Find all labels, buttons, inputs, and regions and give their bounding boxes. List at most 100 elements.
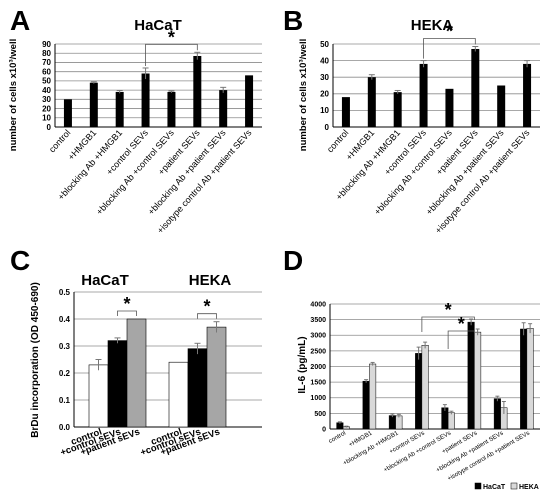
panel-c-group-heka: HEKA <box>189 272 232 289</box>
panel-d-legend: HaCaT HEKA <box>474 482 539 491</box>
panel-c-ytick-label: 0.0 <box>59 423 71 432</box>
panel-b-significance-star: * <box>446 21 453 41</box>
panel-b-bar <box>471 48 480 128</box>
panel-c-significance-star: * <box>123 294 130 314</box>
panel-d-significance-bracket <box>447 330 475 349</box>
panel-a-title: HaCaT <box>134 17 182 34</box>
panel-d-ytick-label: 0 <box>322 426 326 433</box>
panel-c-ytick-label: 0.4 <box>59 315 71 324</box>
panel-d-bar <box>526 328 534 430</box>
panel-b-ytick-label: 20 <box>320 90 329 99</box>
panel-c-bar <box>187 348 208 428</box>
panel-c-bar <box>107 340 128 428</box>
panel-d-ytick-label: 500 <box>314 411 326 418</box>
panel-c-ytick-label: 0.1 <box>59 396 71 405</box>
panel-d-significance-star: * <box>445 300 452 320</box>
panel-a-ytick-label: 40 <box>42 86 51 95</box>
panel-b: B HEKA number of cells x10³/well 0 10 20 30… <box>283 5 540 235</box>
panel-a-ytick-label: 90 <box>42 40 51 49</box>
panel-d-bar <box>520 328 528 430</box>
panel-b-bar <box>393 92 402 127</box>
panel-b-bar <box>341 97 350 127</box>
panel-d-legend-swatch <box>510 482 518 490</box>
panel-a-bar <box>141 73 150 127</box>
panel-a-bar <box>167 91 176 127</box>
panel-d-category-label: control <box>328 430 348 445</box>
panel-d-ytick-label: 2000 <box>310 364 326 371</box>
panel-d-ytick-label: 2500 <box>310 348 326 355</box>
panel-a-ytick-label: 30 <box>42 95 51 104</box>
panel-d-significance-bracket <box>421 316 475 332</box>
panel-b-bar <box>497 85 506 127</box>
panel-b-letter: B <box>283 5 303 36</box>
panel-d-ytick-label: 3500 <box>310 317 326 324</box>
panel-a-ytick-label: 20 <box>42 104 51 113</box>
panel-a-bar <box>193 55 202 127</box>
panel-b-category-label: +isotype control Ab +patient SEVs <box>433 127 532 235</box>
panel-b-ytick-label: 10 <box>320 106 329 115</box>
panel-d-legend-swatch <box>474 482 482 490</box>
panel-b-bar <box>367 77 376 127</box>
panel-a-bar <box>63 99 72 127</box>
panel-d-ytick-label: 1500 <box>310 380 326 387</box>
panel-b-significance-bracket <box>423 38 476 59</box>
panel-d-bar <box>421 345 429 430</box>
panel-d-bar <box>441 407 449 430</box>
panel-d-letter: D <box>283 245 303 276</box>
panel-a-significance-star: * <box>168 27 175 47</box>
panel-a-ytick-label: 0 <box>47 123 52 132</box>
panel-a-bar <box>245 75 254 127</box>
panel-a-significance-bracket <box>145 43 198 66</box>
panel-c-significance-star: * <box>203 297 210 317</box>
panel-a-bar <box>89 82 98 127</box>
panel-d-bar <box>369 363 377 430</box>
panel-d-bar <box>388 415 396 430</box>
panel-a-ytick-label: 10 <box>42 114 51 123</box>
panel-c-ytick-label: 0.5 <box>59 288 71 297</box>
panel-b-ytick-label: 50 <box>320 40 329 49</box>
panel-a-category-label: +isotype control Ab +patient SEVs <box>155 127 254 235</box>
panel-b-ytick-label: 0 <box>325 123 330 132</box>
panel-d-bar <box>493 398 501 430</box>
panel-d-bar <box>415 353 423 430</box>
panel-c-group-hacat: HaCaT <box>81 272 129 289</box>
panel-d-significance-star: * <box>458 314 465 334</box>
panel-b-bar <box>523 63 532 127</box>
panel-d-bar <box>474 331 482 430</box>
panel-b-ylabel: number of cells x10³/well <box>298 39 309 151</box>
panel-d-ytick-label: 4000 <box>310 301 326 308</box>
panel-d: D IL-6 (pg/mL) HaCaT HEKA 0 500 1000 1500 200… <box>283 245 540 491</box>
panel-c-bar <box>206 326 227 428</box>
panel-a-bar <box>219 90 228 127</box>
panel-d-ytick-label: 1000 <box>310 395 326 402</box>
panel-c-bar <box>88 364 109 428</box>
panel-c-bar <box>126 318 147 428</box>
panel-c: C HaCaT HEKA BrDu incorporation (OD 450-… <box>10 245 262 459</box>
panel-c-ytick-label: 0.3 <box>59 342 71 351</box>
panel-c-significance-bracket <box>197 313 217 319</box>
panel-b-title: HEKA <box>411 17 454 34</box>
panel-b-ytick-label: 40 <box>320 56 329 65</box>
panel-c-ytick-label: 0.2 <box>59 369 71 378</box>
panel-b-bar <box>419 63 428 127</box>
panel-c-letter: C <box>10 245 30 276</box>
panel-d-bar <box>467 321 475 430</box>
panel-a-bar <box>115 91 124 127</box>
panel-a-ytick-label: 80 <box>42 49 51 58</box>
panel-d-ylabel: IL-6 (pg/mL) <box>297 336 308 393</box>
panel-d-bar <box>362 380 370 430</box>
panel-b-bar <box>445 88 454 127</box>
panel-a: A HaCaT number of cells x10³/well 010203… <box>8 5 262 235</box>
panel-d-legend-label: HaCaT <box>483 484 506 491</box>
panel-d-bar <box>395 415 403 430</box>
panel-c-bar <box>168 361 189 428</box>
panel-c-ylabel: BrDu incorporation (OD 450-690) <box>30 282 41 438</box>
panel-b-ytick-label: 30 <box>320 73 329 82</box>
panel-c-significance-bracket <box>117 310 137 316</box>
panel-a-ytick-label: 70 <box>42 58 51 67</box>
panel-a-letter: A <box>10 5 30 36</box>
panel-d-bar <box>447 412 455 430</box>
panel-a-ytick-label: 50 <box>42 77 51 86</box>
panel-d-ytick-label: 3000 <box>310 333 326 340</box>
